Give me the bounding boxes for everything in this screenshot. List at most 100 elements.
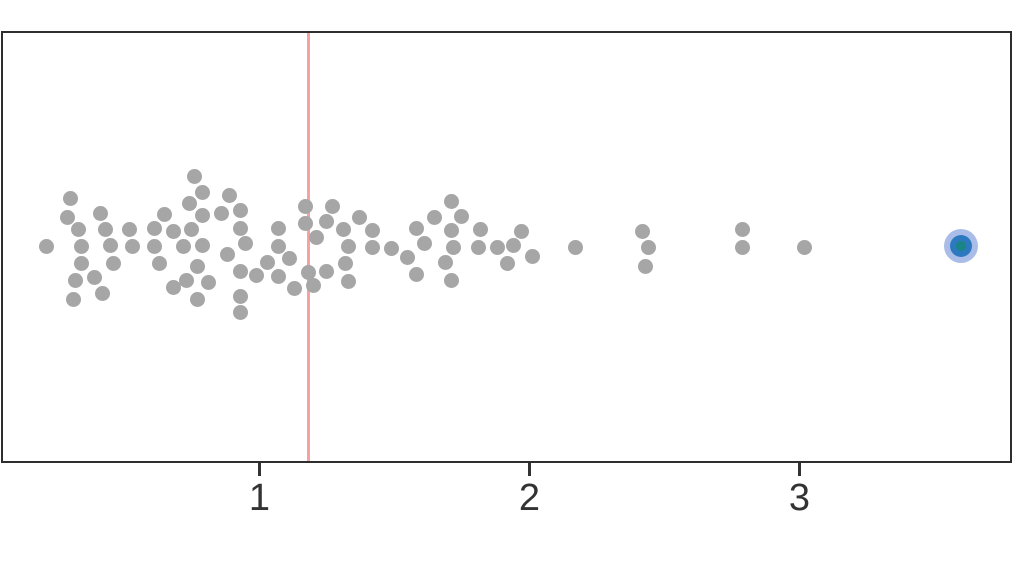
data-point — [195, 184, 211, 200]
data-point — [233, 202, 249, 218]
data-point — [87, 269, 103, 285]
data-point — [195, 207, 211, 223]
data-point — [233, 263, 249, 279]
data-point — [735, 239, 751, 255]
data-point — [797, 239, 813, 255]
data-point — [300, 264, 316, 280]
data-point — [106, 255, 122, 271]
data-point — [222, 187, 238, 203]
data-point — [438, 254, 454, 270]
data-point — [95, 285, 111, 301]
data-point — [71, 221, 87, 237]
x-tick-label: 2 — [518, 477, 540, 519]
data-point — [446, 239, 462, 255]
data-point — [335, 221, 351, 237]
data-point — [184, 221, 200, 237]
data-point — [635, 223, 651, 239]
x-tick — [257, 463, 261, 476]
data-point — [319, 263, 335, 279]
data-point — [338, 255, 354, 271]
data-point — [319, 213, 335, 229]
data-point — [297, 215, 313, 231]
data-point — [365, 239, 381, 255]
data-point — [500, 255, 516, 271]
data-point — [189, 291, 205, 307]
data-point — [270, 238, 286, 254]
highlighted-point-core — [956, 241, 967, 251]
data-point — [281, 250, 297, 266]
data-point — [454, 208, 470, 224]
data-point — [176, 238, 192, 254]
data-point — [443, 193, 459, 209]
data-point — [270, 220, 286, 236]
data-point — [513, 223, 529, 239]
data-point — [473, 221, 489, 237]
data-point — [60, 209, 76, 225]
data-point — [219, 246, 235, 262]
data-point — [270, 268, 286, 284]
data-point — [416, 235, 432, 251]
data-point — [249, 267, 265, 283]
data-point — [146, 220, 162, 236]
data-point — [505, 237, 521, 253]
data-point — [427, 209, 443, 225]
data-point — [38, 238, 54, 254]
data-point — [735, 221, 751, 237]
reference-line — [306, 33, 310, 461]
data-point — [351, 209, 367, 225]
data-point — [195, 237, 211, 253]
data-point — [640, 239, 656, 255]
data-point — [165, 223, 181, 239]
data-point — [260, 254, 276, 270]
data-point — [73, 255, 89, 271]
data-point — [400, 249, 416, 265]
data-point — [165, 279, 181, 295]
data-point — [152, 255, 168, 271]
data-point — [308, 229, 324, 245]
data-point — [62, 190, 78, 206]
data-point — [408, 266, 424, 282]
data-point — [179, 272, 195, 288]
data-point — [470, 239, 486, 255]
data-point — [443, 222, 459, 238]
data-point — [92, 205, 108, 221]
data-point — [341, 238, 357, 254]
data-point — [181, 195, 197, 211]
data-point — [297, 198, 313, 214]
data-point — [125, 238, 141, 254]
data-point — [68, 272, 84, 288]
data-point — [103, 237, 119, 253]
data-point — [233, 288, 249, 304]
data-point — [189, 258, 205, 274]
data-point — [567, 239, 583, 255]
data-point — [65, 291, 81, 307]
data-point — [233, 304, 249, 320]
data-point — [214, 205, 230, 221]
x-tick — [797, 463, 801, 476]
data-point — [384, 240, 400, 256]
x-tick-label: 3 — [788, 477, 810, 519]
data-point — [408, 220, 424, 236]
data-point — [638, 258, 654, 274]
data-point — [305, 277, 321, 293]
data-point — [73, 238, 89, 254]
highlighted-point-fill — [950, 235, 973, 257]
data-point — [489, 239, 505, 255]
highlighted-point[interactable] — [944, 229, 979, 263]
data-point — [122, 221, 138, 237]
data-point — [365, 222, 381, 238]
data-point — [524, 248, 540, 264]
data-point — [187, 168, 203, 184]
x-tick — [527, 463, 531, 476]
data-point — [287, 280, 303, 296]
data-point — [341, 273, 357, 289]
data-point — [324, 198, 340, 214]
data-point — [146, 238, 162, 254]
data-point — [98, 221, 114, 237]
data-point — [233, 220, 249, 236]
data-point — [157, 206, 173, 222]
data-point — [238, 235, 254, 251]
data-point — [443, 272, 459, 288]
data-point — [200, 274, 216, 290]
